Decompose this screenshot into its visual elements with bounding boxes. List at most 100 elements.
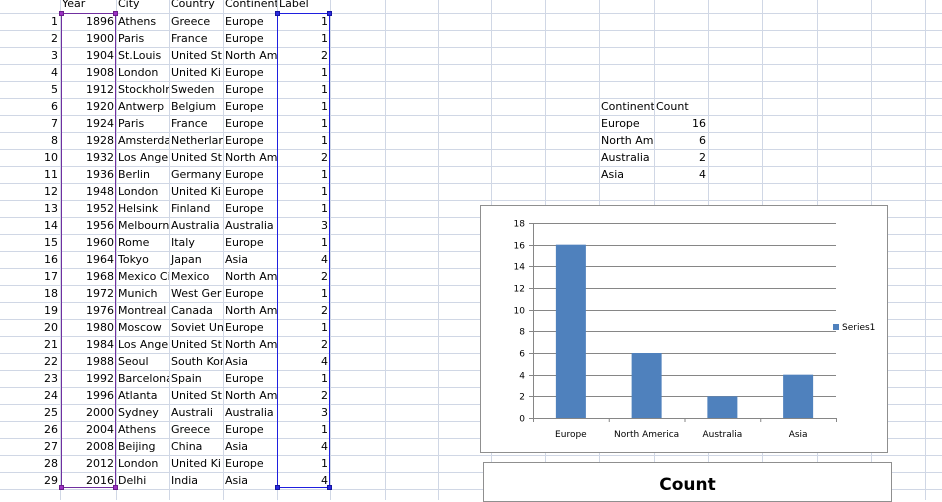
cell-continent[interactable]: Europe [225, 202, 264, 215]
cell-year[interactable]: 1956 [86, 219, 114, 232]
cell-continent[interactable]: Europe [225, 185, 264, 198]
cell-city[interactable]: London [118, 457, 159, 470]
cell-label[interactable]: 2 [321, 338, 328, 351]
cell-city[interactable]: Mexico Ci [118, 270, 169, 283]
cell-city[interactable]: Paris [118, 32, 145, 45]
row-number[interactable]: 1 [51, 15, 58, 28]
cell-continent[interactable]: Europe [225, 321, 264, 334]
cell-country[interactable]: United St [171, 49, 222, 62]
cell-country[interactable]: United Ki [171, 457, 221, 470]
cell-continent[interactable]: Australia [225, 406, 274, 419]
row-number[interactable]: 26 [44, 423, 58, 436]
cell-label[interactable]: 1 [321, 423, 328, 436]
row-number[interactable]: 14 [44, 219, 58, 232]
cell-label[interactable]: 1 [321, 66, 328, 79]
cell-continent[interactable]: North Am [225, 389, 277, 402]
cell-label[interactable]: 2 [321, 304, 328, 317]
cell-continent[interactable]: North Am [225, 338, 277, 351]
header-city[interactable]: City [118, 0, 140, 10]
row-number[interactable]: 28 [44, 457, 58, 470]
row-number[interactable]: 5 [51, 83, 58, 96]
cell-continent[interactable]: Europe [225, 32, 264, 45]
cell-city[interactable]: Stockholm [118, 83, 169, 96]
cell-label[interactable]: 1 [321, 457, 328, 470]
cell-year[interactable]: 1904 [86, 49, 114, 62]
cell-country[interactable]: United St [171, 151, 222, 164]
cell-label[interactable]: 1 [321, 134, 328, 147]
cell-label[interactable]: 2 [321, 151, 328, 164]
row-number[interactable]: 3 [51, 49, 58, 62]
row-number[interactable]: 10 [44, 151, 58, 164]
summary-count[interactable]: 16 [692, 117, 706, 130]
cell-label[interactable]: 4 [321, 474, 328, 487]
cell-city[interactable]: Paris [118, 117, 145, 130]
cell-year[interactable]: 2004 [86, 423, 114, 436]
cell-label[interactable]: 2 [321, 389, 328, 402]
cell-label[interactable]: 4 [321, 253, 328, 266]
row-number[interactable]: 8 [51, 134, 58, 147]
row-number[interactable]: 2 [51, 32, 58, 45]
cell-city[interactable]: Montreal [118, 304, 167, 317]
cell-label[interactable]: 1 [321, 321, 328, 334]
cell-city[interactable]: Athens [118, 423, 157, 436]
cell-year[interactable]: 1984 [86, 338, 114, 351]
cell-continent[interactable]: Europe [225, 168, 264, 181]
cell-label[interactable]: 1 [321, 117, 328, 130]
cell-year[interactable]: 1968 [86, 270, 114, 283]
cell-year[interactable]: 1908 [86, 66, 114, 79]
cell-label[interactable]: 1 [321, 372, 328, 385]
cell-year[interactable]: 1992 [86, 372, 114, 385]
cell-country[interactable]: Netherlar [171, 134, 223, 147]
summary-header-continent[interactable]: Continent [601, 100, 654, 113]
cell-label[interactable]: 4 [321, 355, 328, 368]
cell-continent[interactable]: North Am [225, 270, 277, 283]
summary-continent[interactable]: North Am [601, 134, 654, 147]
row-number[interactable]: 7 [51, 117, 58, 130]
cell-year[interactable]: 2000 [86, 406, 114, 419]
cell-continent[interactable]: Europe [225, 66, 264, 79]
cell-continent[interactable]: North Am [225, 49, 277, 62]
row-number[interactable]: 12 [44, 185, 58, 198]
cell-city[interactable]: Rome [118, 236, 150, 249]
row-number[interactable]: 27 [44, 440, 58, 453]
cell-country[interactable]: France [171, 117, 208, 130]
cell-label[interactable]: 1 [321, 83, 328, 96]
row-number[interactable]: 17 [44, 270, 58, 283]
cell-country[interactable]: Japan [171, 253, 202, 266]
cell-label[interactable]: 1 [321, 185, 328, 198]
cell-city[interactable]: Delhi [118, 474, 147, 487]
cell-city[interactable]: Melbourn [118, 219, 169, 232]
row-number[interactable]: 16 [44, 253, 58, 266]
summary-header-count[interactable]: Count [656, 100, 689, 113]
cell-label[interactable]: 1 [321, 202, 328, 215]
cell-city[interactable]: Los Angel [118, 151, 169, 164]
cell-label[interactable]: 4 [321, 440, 328, 453]
header-label[interactable]: Label [279, 0, 309, 10]
cell-country[interactable]: Mexico [171, 270, 210, 283]
cell-country[interactable]: South Kor [171, 355, 223, 368]
range-resize-handle[interactable] [59, 485, 64, 490]
cell-continent[interactable]: Asia [225, 474, 249, 487]
row-number[interactable]: 20 [44, 321, 58, 334]
bar-asia[interactable] [783, 374, 814, 418]
cell-city[interactable]: Sydney [118, 406, 159, 419]
cell-city[interactable]: London [118, 185, 159, 198]
cell-continent[interactable]: North Am [225, 151, 277, 164]
cell-continent[interactable]: Europe [225, 457, 264, 470]
range-resize-handle[interactable] [275, 11, 280, 16]
cell-country[interactable]: Finland [171, 202, 211, 215]
summary-count[interactable]: 6 [699, 134, 706, 147]
cell-country[interactable]: Greece [171, 15, 211, 28]
cell-continent[interactable]: North Am [225, 304, 277, 317]
cell-year[interactable]: 2012 [86, 457, 114, 470]
range-resize-handle[interactable] [327, 11, 332, 16]
cell-label[interactable]: 3 [321, 406, 328, 419]
header-year[interactable]: Year [62, 0, 86, 10]
range-resize-handle[interactable] [113, 11, 118, 16]
cell-city[interactable]: Amsterda [118, 134, 169, 147]
cell-year[interactable]: 1920 [86, 100, 114, 113]
cell-year[interactable]: 1912 [86, 83, 114, 96]
summary-continent[interactable]: Australia [601, 151, 650, 164]
cell-city[interactable]: Tokyo [118, 253, 149, 266]
row-number[interactable]: 25 [44, 406, 58, 419]
